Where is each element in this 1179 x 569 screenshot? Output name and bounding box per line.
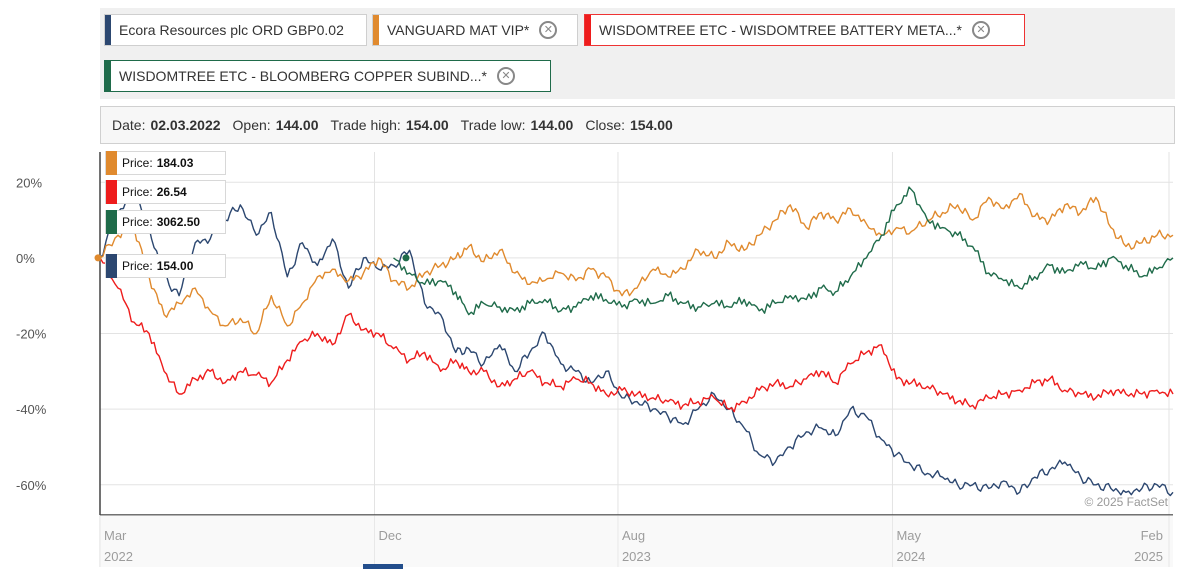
- legend-label: VANGUARD MAT VIP*: [387, 22, 530, 38]
- series-line: [99, 192, 1174, 335]
- tooltip-value: 184.03: [156, 156, 194, 170]
- legend-chip-ecora[interactable]: Ecora Resources plc ORD GBP0.02: [104, 14, 367, 46]
- remove-series-icon[interactable]: ✕: [539, 21, 558, 39]
- tooltip-label: Price:: [122, 259, 153, 273]
- tooltip-value: 3062.50: [156, 215, 201, 229]
- tooltip-swatch: [106, 151, 117, 175]
- date-value: 02.03.2022: [150, 117, 221, 133]
- start-marker-vanguard: [94, 254, 102, 262]
- tooltip-swatch: [106, 180, 117, 204]
- legend-label: Ecora Resources plc ORD GBP0.02: [119, 22, 344, 38]
- legend-swatch: [585, 15, 591, 45]
- date-label: Date:: [112, 117, 146, 133]
- low-label: Trade low:: [460, 117, 526, 133]
- series-line: [99, 257, 1174, 413]
- y-tick-label: 20%: [16, 175, 42, 190]
- legend-chip-copper[interactable]: WISDOMTREE ETC - BLOOMBERG COPPER SUBIND…: [104, 60, 551, 92]
- legend-swatch: [105, 15, 111, 45]
- close-label: Close:: [585, 117, 626, 133]
- x-axis-band: [100, 515, 1173, 567]
- series-line: [393, 186, 1174, 316]
- high-label: Trade high:: [330, 117, 401, 133]
- tooltip-copper: Price: 3062.50: [105, 210, 226, 234]
- open-value: 144.00: [275, 117, 319, 133]
- low-value: 144.00: [530, 117, 574, 133]
- y-tick-label: 0%: [16, 251, 35, 266]
- y-tick-label: -20%: [16, 327, 47, 342]
- tooltip-label: Price:: [122, 156, 153, 170]
- tooltip-ecora: Price: 154.00: [105, 254, 226, 278]
- legend-label: WISDOMTREE ETC - BLOOMBERG COPPER SUBIND…: [119, 68, 487, 84]
- legend-chip-vanguard[interactable]: VANGUARD MAT VIP* ✕: [372, 14, 578, 46]
- y-tick-label: -40%: [16, 402, 47, 417]
- range-scroll-indicator: [363, 564, 403, 569]
- ohlc-info-bar: Date: 02.03.2022 Open: 144.00 Trade high: 1…: [100, 106, 1175, 144]
- tooltip-swatch: [106, 210, 117, 234]
- tooltip-battery: Price: 26.54: [105, 180, 226, 204]
- remove-series-icon[interactable]: ✕: [496, 67, 515, 85]
- tooltip-value: 154.00: [156, 259, 194, 273]
- legend-swatch: [373, 15, 379, 45]
- legend-chip-battery[interactable]: WISDOMTREE ETC - WISDOMTREE BATTERY META…: [584, 14, 1025, 46]
- start-marker-copper: [402, 254, 410, 262]
- watermark: © 2025 FactSet: [1084, 495, 1168, 509]
- high-value: 154.00: [405, 117, 449, 133]
- tooltip-label: Price:: [122, 215, 153, 229]
- tooltip-value: 26.54: [156, 185, 187, 199]
- tooltip-vanguard: Price: 184.03: [105, 151, 226, 175]
- series-line: [99, 189, 1174, 497]
- tooltip-label: Price:: [122, 185, 153, 199]
- close-value: 154.00: [630, 117, 673, 133]
- legend-swatch: [105, 61, 111, 91]
- open-label: Open:: [232, 117, 271, 133]
- tooltip-swatch: [106, 254, 117, 278]
- y-tick-label: -60%: [16, 478, 47, 493]
- remove-series-icon[interactable]: ✕: [971, 21, 990, 39]
- legend-label: WISDOMTREE ETC - WISDOMTREE BATTERY META…: [599, 22, 962, 38]
